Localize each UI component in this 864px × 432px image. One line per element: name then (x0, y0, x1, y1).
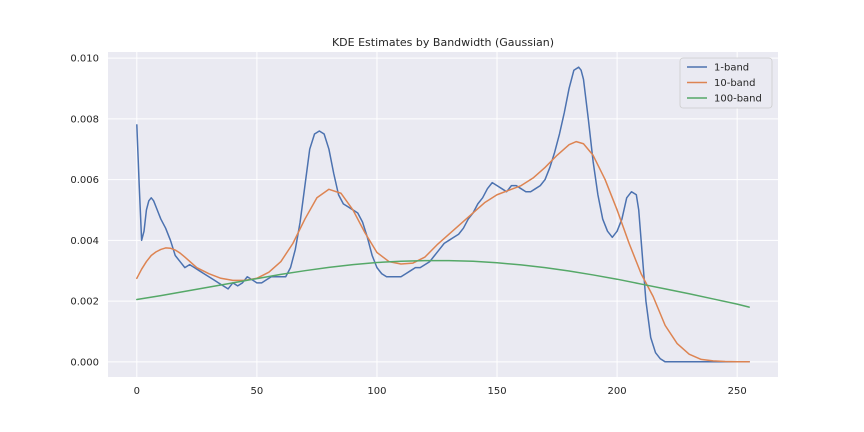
x-tick-labels: 0 50 100 150 200 250 (134, 386, 747, 397)
series-layer (136, 66, 750, 363)
x-tick-label: 0 (134, 386, 140, 397)
y-tick-label: 0.002 (70, 297, 99, 308)
x-tick-label: 100 (367, 386, 386, 397)
legend-label: 100-band (714, 94, 762, 105)
series-line-1-band (136, 66, 750, 363)
legend: 1-band 10-band 100-band (679, 57, 773, 109)
y-tick-label: 0.010 (70, 54, 99, 65)
y-tick-label: 0.004 (70, 236, 99, 247)
x-tick-label: 250 (728, 386, 747, 397)
chart-title: KDE Estimates by Bandwidth (Gaussian) (332, 36, 554, 49)
y-tick-labels: 0.000 0.002 0.004 0.006 0.008 0.010 (70, 54, 99, 369)
series-line-100-band (136, 259, 750, 308)
legend-box (679, 57, 773, 109)
plot-background (108, 52, 778, 377)
y-tick-label: 0.008 (70, 114, 99, 125)
y-tick-label: 0.006 (70, 175, 99, 186)
x-tick-label: 50 (251, 386, 264, 397)
legend-label: 1-band (714, 63, 749, 74)
x-tick-label: 200 (608, 386, 627, 397)
x-tick-label: 150 (487, 386, 506, 397)
y-tick-label: 0.000 (70, 357, 99, 368)
legend-label: 10-band (714, 78, 756, 89)
series-line-10-band (136, 140, 750, 363)
